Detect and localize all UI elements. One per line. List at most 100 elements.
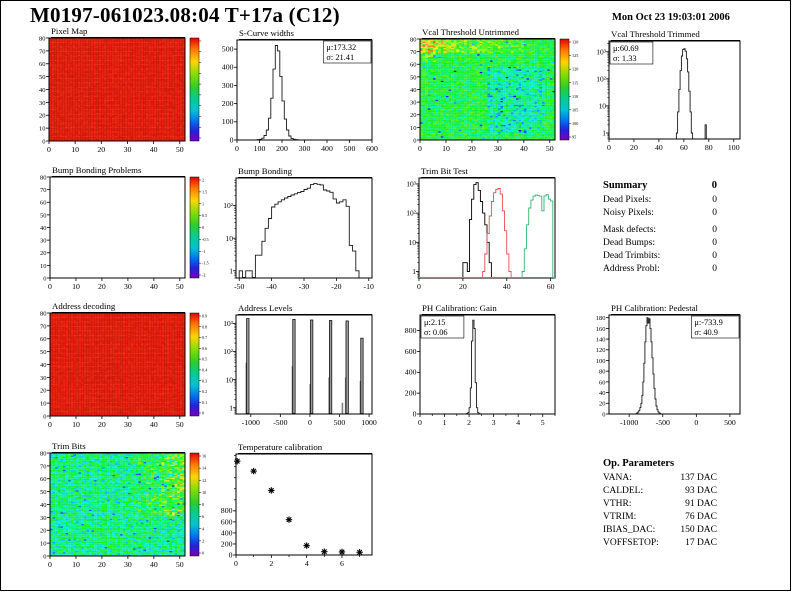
summary-row-value: 0 <box>712 264 717 274</box>
vcal_untrimmed-heatmap <box>420 39 555 140</box>
svg-text:4: 4 <box>516 418 520 427</box>
svg-text:300: 300 <box>299 144 311 153</box>
svg-text:4: 4 <box>305 559 309 568</box>
plot-title-scurve-widths: S-Curve widths <box>239 27 372 40</box>
svg-text:20: 20 <box>39 113 46 120</box>
op-parameter-row: CALDEL: 93 DAC <box>603 485 717 498</box>
svg-text:10: 10 <box>409 238 417 247</box>
svg-text:180: 180 <box>596 315 606 322</box>
svg-text:10: 10 <box>202 490 206 495</box>
svg-text:10: 10 <box>40 541 47 548</box>
op-parameters-heading: Op. Parameters <box>603 458 717 469</box>
svg-text:1: 1 <box>412 267 416 276</box>
summary-row: Dead Trimbits: 0 <box>603 250 717 263</box>
op-parameter-label: VANA: <box>603 473 632 483</box>
svg-text:0: 0 <box>413 409 417 418</box>
svg-text:60: 60 <box>40 336 47 343</box>
svg-text:40: 40 <box>40 502 47 509</box>
svg-text:40: 40 <box>599 390 606 397</box>
svg-text:-30: -30 <box>299 282 309 291</box>
svg-text:40: 40 <box>150 145 158 154</box>
svg-text:20: 20 <box>97 145 105 154</box>
svg-text:20: 20 <box>410 112 417 119</box>
svg-text:40: 40 <box>655 143 663 152</box>
svg-text:-500: -500 <box>273 418 287 427</box>
svg-text:-1000: -1000 <box>242 418 260 427</box>
svg-text:110: 110 <box>572 94 578 99</box>
svg-text:0.3: 0.3 <box>202 378 207 383</box>
svg-text:0: 0 <box>48 420 52 429</box>
summary-row: Mask defects: 0 <box>603 224 717 237</box>
svg-text:2: 2 <box>467 418 471 427</box>
svg-text:30: 30 <box>410 100 417 107</box>
svg-text:0: 0 <box>308 418 312 427</box>
plot-title-pixel-map: Pixel Map <box>51 25 185 38</box>
summary-row: Dead Pixels: 0 <box>603 194 717 207</box>
svg-text:0: 0 <box>602 411 605 418</box>
svg-text:60: 60 <box>40 476 47 483</box>
svg-text:10: 10 <box>410 125 417 132</box>
svg-text:10: 10 <box>72 420 80 429</box>
svg-text:400: 400 <box>321 144 333 153</box>
svg-text:100: 100 <box>728 143 740 152</box>
svg-text:0: 0 <box>42 138 45 145</box>
svg-text:40: 40 <box>150 560 158 569</box>
svg-text:3: 3 <box>492 418 496 427</box>
svg-text:20: 20 <box>468 144 476 153</box>
plot-title-address-levels: Address Levels <box>238 302 372 315</box>
summary-heading-label: Summary <box>603 180 648 191</box>
svg-text:125: 125 <box>572 53 578 58</box>
op-parameter-label: VTHR: <box>603 499 632 509</box>
svg-text:105: 105 <box>572 107 578 112</box>
op-parameter-value: 17 DAC <box>685 538 717 548</box>
svg-text:115: 115 <box>572 80 578 85</box>
svg-text:σ: 1.33: σ: 1.33 <box>613 54 637 63</box>
svg-text:500: 500 <box>334 418 346 427</box>
svg-text:1: 1 <box>229 266 233 275</box>
op-parameter-label: VOFFSETOP: <box>603 538 659 548</box>
svg-text:10²: 10² <box>596 74 607 83</box>
svg-text:0: 0 <box>43 275 46 282</box>
svg-text:60: 60 <box>547 282 555 291</box>
svg-text:120: 120 <box>596 347 606 354</box>
svg-text:80: 80 <box>705 143 713 152</box>
svg-text:0: 0 <box>48 560 52 569</box>
op-parameter-value: 76 DAC <box>685 512 717 522</box>
svg-text:80: 80 <box>40 450 47 457</box>
svg-text:1: 1 <box>443 418 447 427</box>
svg-text:μ:-733.9: μ:-733.9 <box>694 318 722 327</box>
svg-text:400: 400 <box>222 63 234 72</box>
summary-row-value: 0 <box>712 195 717 205</box>
svg-text:40: 40 <box>150 282 158 291</box>
svg-text:0: 0 <box>694 418 698 427</box>
svg-text:800: 800 <box>405 326 417 335</box>
svg-text:0: 0 <box>48 282 52 291</box>
svg-text:20: 20 <box>459 282 467 291</box>
plot-title-ph-pedestal: PH Calibration: Pedestal <box>611 302 740 315</box>
svg-text:10: 10 <box>72 560 80 569</box>
op-parameter-value: 91 DAC <box>685 499 717 509</box>
svg-text:5: 5 <box>541 418 545 427</box>
svg-text:6: 6 <box>202 514 204 519</box>
svg-text:0: 0 <box>235 144 239 153</box>
svg-text:140: 140 <box>596 336 606 343</box>
svg-text:20: 20 <box>98 420 106 429</box>
svg-text:0: 0 <box>47 145 51 154</box>
op-parameter-value: 137 DAC <box>680 473 717 483</box>
op-parameter-row: VTHR: 91 DAC <box>603 498 717 511</box>
svg-text:-500: -500 <box>656 418 670 427</box>
svg-text:0.6: 0.6 <box>202 346 207 351</box>
svg-text:200: 200 <box>221 539 233 548</box>
svg-text:20: 20 <box>630 143 638 152</box>
svg-text:0: 0 <box>202 411 204 416</box>
plot-bump-problems: 0 10 20 30 40 50 0 10 20 30 40 50 60 70 80 2 1.5 1 0.5 0 -0.… <box>40 174 209 291</box>
plot-title-ph-gain: PH Calibration: Gain <box>422 302 555 315</box>
svg-text:0.9: 0.9 <box>202 314 207 319</box>
svg-text:σ: 40.9: σ: 40.9 <box>694 328 718 337</box>
svg-text:0: 0 <box>202 551 204 556</box>
svg-text:50: 50 <box>176 560 184 569</box>
svg-text:-2: -2 <box>202 273 206 278</box>
svg-text:8: 8 <box>202 502 204 507</box>
svg-text:10³: 10³ <box>596 47 607 56</box>
svg-text:μ:2.15: μ:2.15 <box>424 318 445 327</box>
